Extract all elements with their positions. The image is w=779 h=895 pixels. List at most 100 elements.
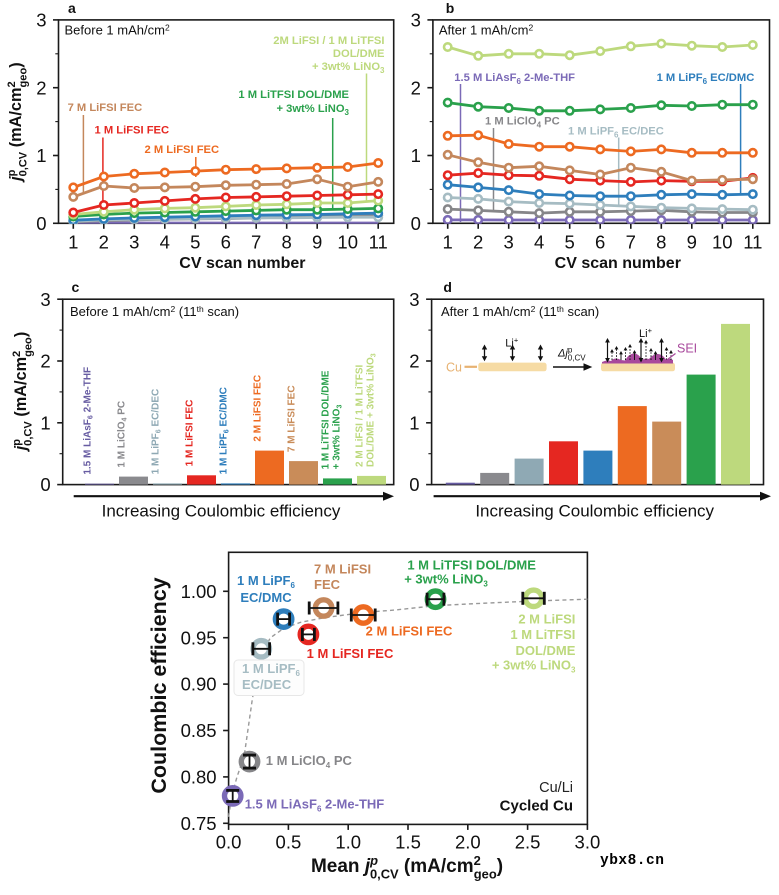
svg-text:9: 9 (312, 231, 322, 252)
svg-text:Before 1 mAh/cm2: Before 1 mAh/cm2 (65, 23, 170, 38)
svg-text:Cu/Li: Cu/Li (539, 780, 573, 796)
svg-text:+ 3wt% LiNO3: + 3wt% LiNO3 (492, 658, 576, 675)
svg-text:3: 3 (504, 231, 514, 252)
svg-text:0: 0 (409, 474, 419, 495)
svg-text:1.5 M LiAsF6 2-Me-THF: 1.5 M LiAsF6 2-Me-THF (245, 797, 385, 814)
svg-text:0: 0 (411, 213, 421, 234)
svg-text:2 M LiFSI FEC: 2 M LiFSI FEC (253, 375, 264, 442)
svg-text:0.90: 0.90 (181, 674, 217, 695)
svg-text:1.5 M LiAsF6 2-Me-THF: 1.5 M LiAsF6 2-Me-THF (83, 367, 95, 475)
svg-text:Cycled Cu: Cycled Cu (500, 798, 573, 815)
svg-text:Cu: Cu (446, 361, 462, 375)
svg-text:0.75: 0.75 (181, 813, 217, 834)
svg-text:3: 3 (411, 10, 421, 31)
svg-text:1 M LiPF6: 1 M LiPF6 (242, 661, 300, 678)
svg-text:1 M LiClO4 PC: 1 M LiClO4 PC (485, 116, 560, 130)
svg-text:c: c (72, 279, 80, 295)
svg-text:DOL/DME: DOL/DME (333, 48, 385, 60)
svg-text:2.5: 2.5 (515, 831, 541, 852)
svg-text:Increasing Coulombic efficienc: Increasing Coulombic efficiency (475, 502, 714, 521)
svg-text:3: 3 (129, 231, 139, 252)
svg-text:1.5 M LiAsF6 2-Me-THF: 1.5 M LiAsF6 2-Me-THF (454, 72, 575, 86)
svg-text:1 M LiFSI FEC: 1 M LiFSI FEC (307, 646, 394, 661)
svg-text:5: 5 (190, 231, 200, 252)
svg-text:DOL/DME: DOL/DME (515, 643, 575, 658)
svg-text:5: 5 (565, 231, 575, 252)
svg-text:1.0: 1.0 (335, 831, 361, 852)
svg-text:2 M LiFSI FEC: 2 M LiFSI FEC (366, 624, 453, 639)
svg-text:7: 7 (626, 231, 636, 252)
svg-text:2: 2 (411, 77, 421, 98)
svg-text:Coulombic efficiency: Coulombic efficiency (147, 577, 171, 793)
svg-text:6: 6 (595, 231, 605, 252)
svg-text:1 M LiTFSI DOL/DME: 1 M LiTFSI DOL/DME (407, 558, 536, 573)
svg-text:6: 6 (221, 231, 231, 252)
svg-text:1.5: 1.5 (395, 831, 421, 852)
svg-text:ybx8.cn: ybx8.cn (600, 853, 664, 869)
svg-text:4: 4 (534, 231, 544, 252)
svg-text:b: b (446, 0, 455, 16)
svg-text:2: 2 (36, 77, 46, 98)
svg-text:2.0: 2.0 (455, 831, 481, 852)
svg-text:1: 1 (411, 145, 421, 166)
svg-text:10: 10 (712, 231, 733, 252)
svg-text:SEI: SEI (677, 342, 697, 356)
svg-text:0.80: 0.80 (181, 767, 217, 788)
svg-text:0: 0 (40, 474, 50, 495)
svg-text:1 M LiPF6 EC/DMC: 1 M LiPF6 EC/DMC (219, 387, 231, 474)
svg-text:2: 2 (40, 351, 50, 372)
svg-text:1 M LiClO4 PC: 1 M LiClO4 PC (266, 753, 353, 770)
svg-text:10: 10 (337, 231, 358, 252)
svg-text:11: 11 (369, 231, 388, 252)
svg-text:1 M LiTFSI DOL/DME: 1 M LiTFSI DOL/DME (238, 89, 349, 101)
svg-text:2 M LiFSI / 1 M LiTFSI: 2 M LiFSI / 1 M LiTFSI (355, 364, 366, 466)
svg-text:3: 3 (36, 10, 46, 31)
svg-text:2M LiFSI / 1 M LiTFSI: 2M LiFSI / 1 M LiTFSI (273, 35, 384, 47)
svg-text:d: d (443, 279, 452, 295)
svg-text:2 M LiFSI FEC: 2 M LiFSI FEC (145, 144, 220, 156)
svg-text:1 M LiFSI FEC: 1 M LiFSI FEC (185, 400, 196, 467)
svg-text:3.0: 3.0 (575, 831, 601, 852)
svg-text:1: 1 (443, 231, 453, 252)
svg-text:2 M LiFSI: 2 M LiFSI (518, 612, 575, 627)
svg-text:+ 3wt% LiNO3: + 3wt% LiNO3 (276, 103, 349, 117)
svg-text:0.5: 0.5 (276, 831, 302, 852)
svg-text:0.95: 0.95 (181, 627, 217, 648)
svg-text:7 M LiFSI: 7 M LiFSI (314, 562, 371, 577)
svg-text:2: 2 (409, 351, 419, 372)
svg-text:Before 1 mAh/cm2 (11th scan): Before 1 mAh/cm2 (11th scan) (70, 304, 239, 319)
svg-text:7 M LiFSI FEC: 7 M LiFSI FEC (287, 385, 298, 452)
svg-text:1.00: 1.00 (181, 581, 217, 602)
svg-text:1 M LiPF6: 1 M LiPF6 (237, 573, 295, 590)
svg-text:1 M LiPF6 EC/DEC: 1 M LiPF6 EC/DEC (151, 389, 163, 475)
svg-text:7: 7 (251, 231, 261, 252)
svg-text:4: 4 (160, 231, 170, 252)
svg-text:8: 8 (282, 231, 292, 252)
svg-text:1 M LiFSI FEC: 1 M LiFSI FEC (95, 125, 170, 137)
svg-text:CV scan number: CV scan number (555, 255, 681, 272)
svg-text:+ 3wt% LiNO3: + 3wt% LiNO3 (331, 405, 343, 470)
svg-text:1 M LiClO4 PC: 1 M LiClO4 PC (117, 401, 129, 468)
svg-text:0.85: 0.85 (181, 720, 217, 741)
svg-text:1: 1 (36, 145, 46, 166)
svg-text:3: 3 (40, 289, 50, 310)
svg-text:11: 11 (743, 231, 762, 252)
svg-text:2: 2 (99, 231, 109, 252)
svg-text:a: a (68, 0, 76, 16)
svg-text:EC/DMC: EC/DMC (240, 590, 292, 605)
svg-text:1 M LiPF6 EC/DEC: 1 M LiPF6 EC/DEC (568, 126, 664, 140)
svg-text:jp0,CV (mA/cm2geo): jp0,CV (mA/cm2geo) (11, 332, 35, 453)
svg-text:After 1 mAh/cm2: After 1 mAh/cm2 (439, 23, 534, 38)
svg-text:0: 0 (36, 213, 46, 234)
svg-text:1: 1 (40, 412, 50, 433)
svg-text:FEC: FEC (314, 577, 341, 592)
svg-text:+ 3wt% LiNO3: + 3wt% LiNO3 (312, 61, 385, 75)
svg-text:8: 8 (656, 231, 666, 252)
svg-text:Mean jp0,CV (mA/cm2geo): Mean jp 0,CV (mA/cm2 geo) (311, 853, 503, 881)
svg-text:2: 2 (473, 231, 483, 252)
svg-text:jp0,CV (mA/cm2geo): jp0,CV (mA/cm2geo) (6, 62, 30, 183)
svg-text:9: 9 (687, 231, 697, 252)
svg-text:3: 3 (409, 289, 419, 310)
svg-text:After 1 mAh/cm2 (11th scan): After 1 mAh/cm2 (11th scan) (441, 304, 599, 319)
svg-text:1: 1 (409, 412, 419, 433)
